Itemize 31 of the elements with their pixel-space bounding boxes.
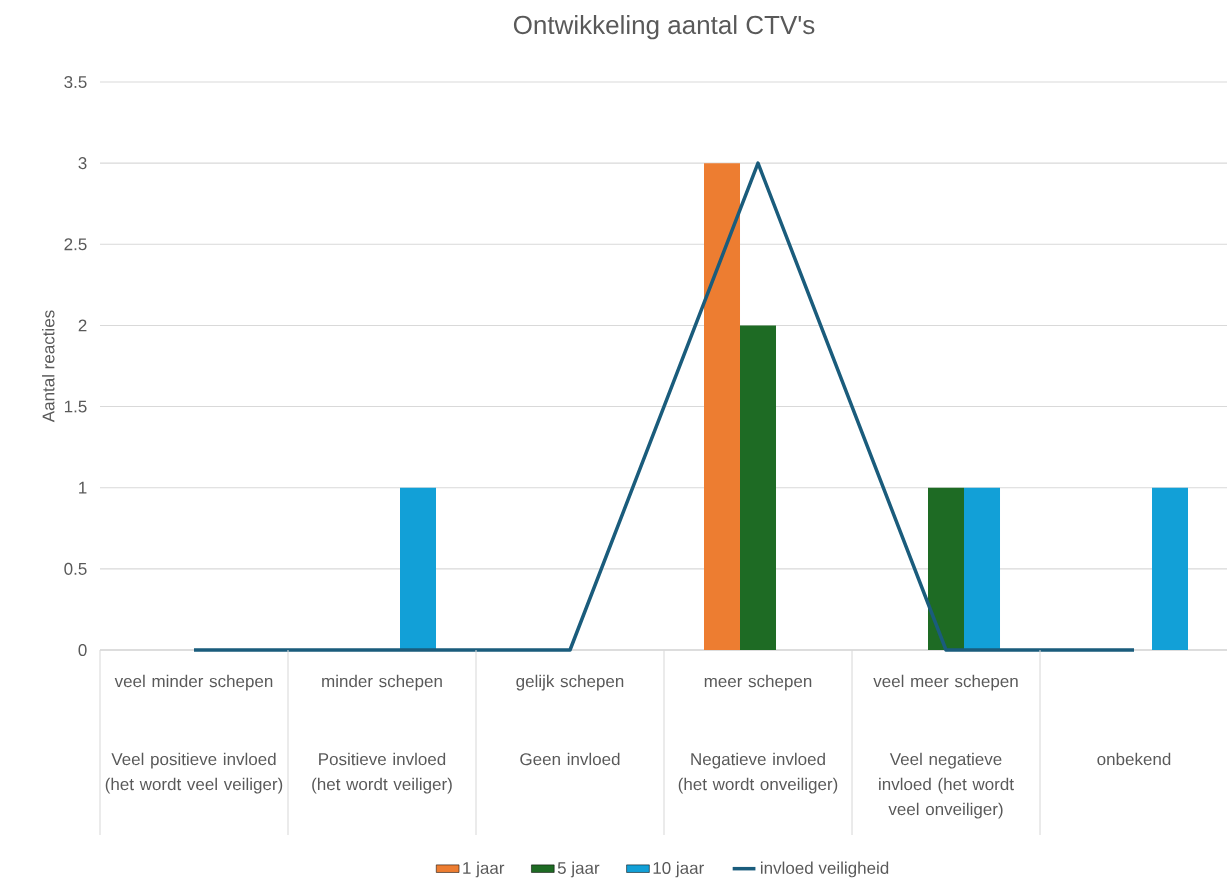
legend-label: 1 jaar — [463, 861, 505, 878]
y-tick-label: 2 — [78, 319, 87, 332]
y-tick-label: 3.5 — [64, 75, 87, 89]
x-tick-label: Veel positieve invloed (het wordt veel veiliger) — [105, 752, 283, 794]
bar — [704, 163, 741, 650]
y-tick-label: 3 — [78, 157, 87, 170]
y-tick-label: 0 — [78, 643, 87, 657]
x-tick-label: Geen invloed — [520, 752, 620, 766]
x-tick-label: Positieve invloed (het wordt veiliger) — [312, 752, 452, 794]
y-tick-label: 1 — [79, 481, 87, 494]
legend-label: invloed veiligheid — [760, 861, 889, 878]
legend-label: 10 jaar — [653, 861, 704, 878]
x-tick-label: Negatieve invloed (het wordt onveiliger) — [678, 752, 838, 794]
text: veel meer schepen — [873, 674, 1018, 691]
x-tick-label: onbekend — [1097, 752, 1171, 766]
bar — [400, 487, 437, 650]
bar — [964, 487, 1001, 650]
chart-title: Ontwikkeling aantal CTV's — [513, 15, 815, 40]
text: veel minder schepen — [114, 674, 273, 691]
y-axis-title: Aantal reacties — [42, 310, 55, 423]
legend-label: 5 jaar — [557, 861, 600, 878]
x-tick-label: Veel negatieve invloed (het wordt veel onveiliger) — [879, 752, 1014, 819]
bar — [740, 325, 776, 650]
bar — [1152, 487, 1189, 650]
y-tick-label: 1.5 — [64, 400, 87, 413]
text: meer schepen — [704, 674, 812, 691]
y-tick-label: 2.5 — [64, 238, 87, 251]
text: minder schepen — [322, 674, 442, 691]
y-tick-label: 0.5 — [64, 562, 87, 575]
bar — [928, 487, 964, 650]
text: gelijk schepen — [516, 674, 624, 691]
